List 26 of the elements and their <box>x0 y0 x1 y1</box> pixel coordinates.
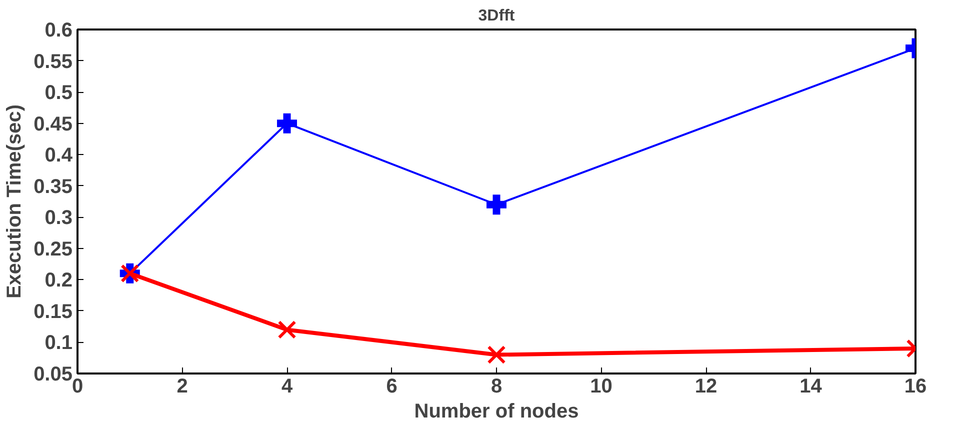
y-tick-label: 0.55 <box>34 50 73 73</box>
point <box>277 113 297 134</box>
x-axis-title: Number of nodes <box>414 400 579 422</box>
x-tick-label: 4 <box>281 376 294 398</box>
y-tick-label: 0.2 <box>44 270 73 292</box>
y-tick-label: 0.6 <box>44 20 73 42</box>
y-tick-label: 0.4 <box>44 144 74 167</box>
x-tick-label: 12 <box>694 376 718 398</box>
x-tick-label: 8 <box>490 376 502 398</box>
x-tick-label: 16 <box>904 376 927 398</box>
x-tick-label: 2 <box>176 376 188 398</box>
chart-title: 3Dfft <box>478 8 516 24</box>
y-tick-label: 0.35 <box>34 176 73 198</box>
y-tick-label: 0.25 <box>34 238 73 260</box>
y-tick-label: 0.15 <box>34 300 73 323</box>
x-tick-label: 10 <box>590 376 612 398</box>
y-tick-label: 0.3 <box>44 207 73 230</box>
x-tick-label: 6 <box>386 376 398 398</box>
x-tick-label: 0 <box>72 376 84 398</box>
y-axis-title: Execution Time(sec) <box>4 104 26 299</box>
x-tick-label: 14 <box>800 376 823 398</box>
point <box>278 320 296 339</box>
y-tick-label: 0.5 <box>44 82 73 104</box>
y-tick-label: 0.1 <box>44 332 73 354</box>
y-tick-label: 0.05 <box>34 364 73 386</box>
y-tick-label: 0.45 <box>34 113 73 136</box>
